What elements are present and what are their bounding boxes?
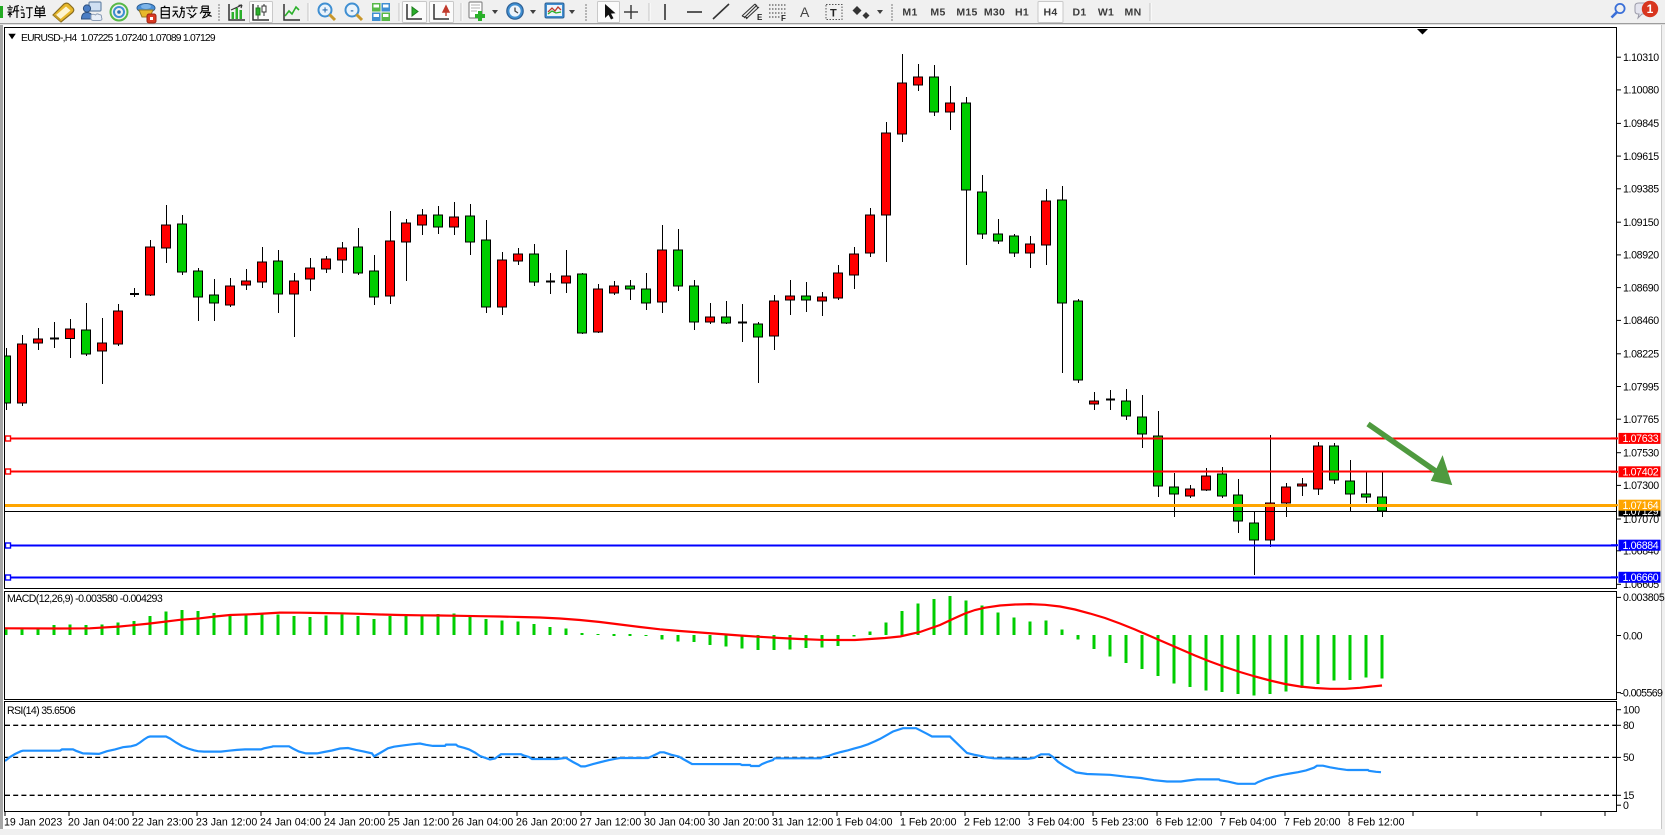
svg-text:M5: M5 xyxy=(930,7,945,19)
svg-text:5 Feb 23:00: 5 Feb 23:00 xyxy=(1092,817,1149,829)
svg-text:MACD(12,26,9) -0.003580 -0.004: MACD(12,26,9) -0.003580 -0.004293 xyxy=(7,593,163,605)
svg-text:2 Feb 12:00: 2 Feb 12:00 xyxy=(964,817,1021,829)
svg-text:30 Jan 04:00: 30 Jan 04:00 xyxy=(644,817,705,829)
svg-text:22 Jan 23:00: 22 Jan 23:00 xyxy=(132,817,193,829)
svg-text:1.09150: 1.09150 xyxy=(1623,217,1659,229)
svg-text:M1: M1 xyxy=(902,7,917,19)
svg-text:MN: MN xyxy=(1125,7,1142,19)
svg-text:7 Feb 20:00: 7 Feb 20:00 xyxy=(1284,817,1341,829)
svg-text:1.07300: 1.07300 xyxy=(1623,480,1659,492)
svg-text:1.07995: 1.07995 xyxy=(1623,381,1659,393)
svg-text:1 Feb 04:00: 1 Feb 04:00 xyxy=(836,817,893,829)
svg-text:1.10080: 1.10080 xyxy=(1623,85,1659,97)
svg-text:80: 80 xyxy=(1623,720,1635,732)
svg-text:23 Jan 12:00: 23 Jan 12:00 xyxy=(196,817,257,829)
svg-text:F: F xyxy=(781,14,786,23)
svg-text:0.003805: 0.003805 xyxy=(1623,592,1665,604)
svg-text:7 Feb 04:00: 7 Feb 04:00 xyxy=(1220,817,1277,829)
svg-text:6 Feb 12:00: 6 Feb 12:00 xyxy=(1156,817,1213,829)
svg-text:1.09615: 1.09615 xyxy=(1623,151,1659,163)
svg-text:1.08225: 1.08225 xyxy=(1623,349,1659,361)
svg-text:26 Jan 04:00: 26 Jan 04:00 xyxy=(452,817,513,829)
svg-text:1.08920: 1.08920 xyxy=(1623,250,1659,262)
svg-text:1.08460: 1.08460 xyxy=(1623,315,1659,327)
svg-text:M15: M15 xyxy=(956,7,977,19)
svg-text:15: 15 xyxy=(1623,790,1635,802)
svg-text:1.08690: 1.08690 xyxy=(1623,282,1659,294)
svg-text:8 Feb 12:00: 8 Feb 12:00 xyxy=(1348,817,1405,829)
svg-text:1.06884: 1.06884 xyxy=(1623,540,1659,552)
svg-text:W1: W1 xyxy=(1098,7,1114,19)
svg-text:-: - xyxy=(350,5,353,16)
svg-text:1.07070: 1.07070 xyxy=(1623,514,1659,526)
svg-text:1.09385: 1.09385 xyxy=(1623,184,1659,196)
svg-text:A: A xyxy=(800,4,810,20)
svg-text:19 Jan 2023: 19 Jan 2023 xyxy=(4,817,62,829)
svg-text:0.00: 0.00 xyxy=(1623,630,1643,642)
svg-text:26 Jan 20:00: 26 Jan 20:00 xyxy=(516,817,577,829)
svg-text:+: + xyxy=(322,5,328,16)
svg-text:0: 0 xyxy=(1623,800,1629,812)
svg-text:1 Feb 20:00: 1 Feb 20:00 xyxy=(900,817,957,829)
svg-text:1.10310: 1.10310 xyxy=(1623,52,1659,64)
svg-text:1.07633: 1.07633 xyxy=(1623,433,1659,445)
svg-text:E: E xyxy=(757,13,763,22)
svg-text:31 Jan 12:00: 31 Jan 12:00 xyxy=(772,817,833,829)
svg-text:T: T xyxy=(830,8,837,20)
svg-text:1.07164: 1.07164 xyxy=(1623,500,1659,512)
svg-text:-0.005569: -0.005569 xyxy=(1620,687,1663,699)
svg-text:H4: H4 xyxy=(1043,7,1057,19)
svg-text:3 Feb 04:00: 3 Feb 04:00 xyxy=(1028,817,1085,829)
svg-text:1: 1 xyxy=(1647,2,1654,16)
svg-text:50: 50 xyxy=(1623,752,1635,764)
svg-text:100: 100 xyxy=(1623,705,1640,717)
svg-text:1.07530: 1.07530 xyxy=(1623,448,1659,460)
svg-text:1.06660: 1.06660 xyxy=(1623,572,1659,584)
svg-text:D1: D1 xyxy=(1072,7,1086,19)
svg-text:30 Jan 20:00: 30 Jan 20:00 xyxy=(708,817,769,829)
svg-text:1.09845: 1.09845 xyxy=(1623,118,1659,130)
svg-text:27 Jan 12:00: 27 Jan 12:00 xyxy=(580,817,641,829)
svg-text:20 Jan 04:00: 20 Jan 04:00 xyxy=(68,817,129,829)
svg-text:25 Jan 12:00: 25 Jan 12:00 xyxy=(388,817,449,829)
svg-text:M30: M30 xyxy=(984,7,1005,19)
svg-text:24 Jan 04:00: 24 Jan 04:00 xyxy=(260,817,321,829)
svg-text:H1: H1 xyxy=(1015,7,1029,19)
svg-text:RSI(14) 35.6506: RSI(14) 35.6506 xyxy=(7,705,76,717)
svg-text:24 Jan 20:00: 24 Jan 20:00 xyxy=(324,817,385,829)
svg-text:1.07765: 1.07765 xyxy=(1623,414,1659,426)
svg-text:EURUSD-,H4 1.07225 1.07240 1.: EURUSD-,H4 1.07225 1.07240 1.07089 1.071… xyxy=(21,33,216,44)
svg-text:1.07402: 1.07402 xyxy=(1623,467,1659,479)
